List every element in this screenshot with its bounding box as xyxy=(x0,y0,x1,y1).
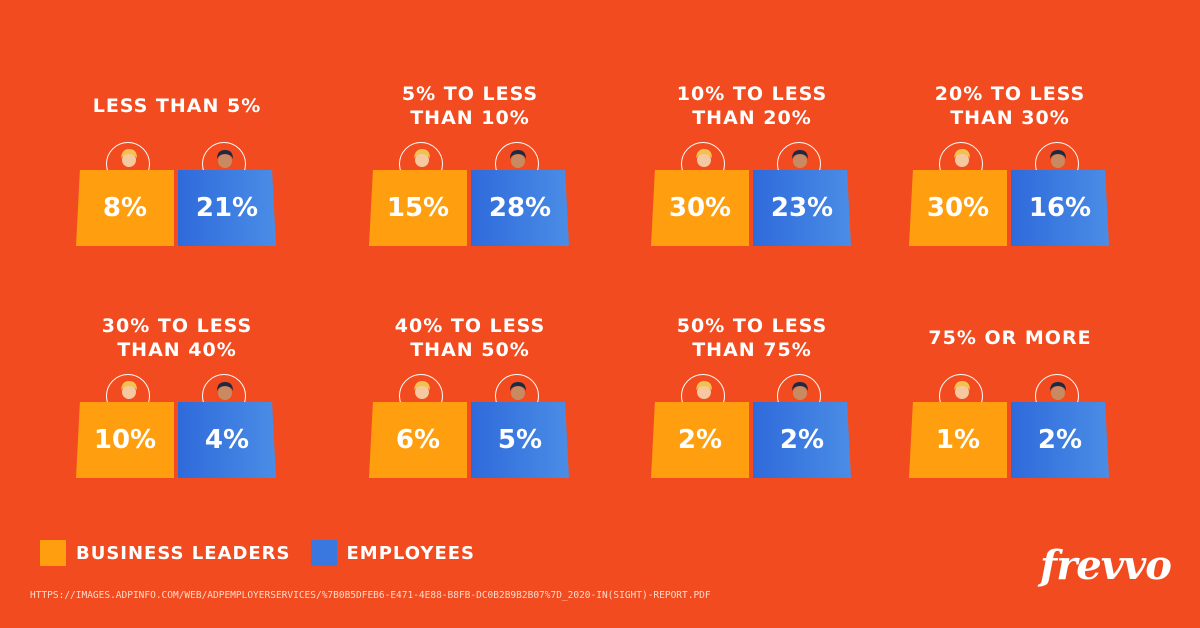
legend: BUSINESS LEADERS EMPLOYEES xyxy=(40,540,495,566)
legend-swatch-business-leaders xyxy=(40,540,66,566)
legend-swatch-employees xyxy=(310,540,337,566)
category-label: 30% TO LESS THAN 40% xyxy=(101,315,253,361)
category-label: 5% TO LESS THAN 10% xyxy=(401,83,539,129)
panel-7: 50% TO LESS THAN 75% 2% 2% xyxy=(627,304,877,514)
business-leaders-value: 8% xyxy=(76,170,174,246)
source-url: https://images.adpinfo.com/web/ADPEmploy… xyxy=(30,590,711,601)
legend-label-employees: EMPLOYEES xyxy=(346,542,475,564)
panel-3: 10% TO LESS THAN 20% 30% 23% xyxy=(627,72,877,282)
category-label: LESS THAN 5% xyxy=(92,95,262,117)
legend-label-business-leaders: BUSINESS LEADERS xyxy=(76,542,291,564)
panel-5: 30% TO LESS THAN 40% 10% 4% xyxy=(52,304,302,514)
category-label: 10% TO LESS THAN 20% xyxy=(676,83,828,129)
employees-value: 16% xyxy=(1011,170,1109,246)
panel-8: 75% OR MORE 1% 2% xyxy=(885,304,1135,514)
panel-1: LESS THAN 5% 8% 21% xyxy=(52,72,302,282)
category-label: 40% TO LESS THAN 50% xyxy=(394,315,546,361)
business-leaders-value: 30% xyxy=(651,170,749,246)
employees-value: 5% xyxy=(471,402,569,478)
business-leaders-value: 1% xyxy=(909,402,1007,478)
category-label: 50% TO LESS THAN 75% xyxy=(676,315,828,361)
business-leaders-value: 15% xyxy=(369,170,467,246)
category-label: 75% OR MORE xyxy=(928,327,1092,349)
employees-value: 4% xyxy=(178,402,276,478)
business-leaders-value: 6% xyxy=(369,402,467,478)
business-leaders-value: 2% xyxy=(651,402,749,478)
panel-2: 5% TO LESS THAN 10% 15% 28% xyxy=(345,72,595,282)
frevvo-logo: frevvo xyxy=(1040,542,1172,589)
employees-value: 2% xyxy=(1011,402,1109,478)
employees-value: 2% xyxy=(753,402,851,478)
employees-value: 21% xyxy=(178,170,276,246)
business-leaders-value: 30% xyxy=(909,170,1007,246)
panel-6: 40% TO LESS THAN 50% 6% 5% xyxy=(345,304,595,514)
category-label: 20% TO LESS THAN 30% xyxy=(934,83,1086,129)
business-leaders-value: 10% xyxy=(76,402,174,478)
panel-4: 20% TO LESS THAN 30% 30% 16% xyxy=(885,72,1135,282)
employees-value: 28% xyxy=(471,170,569,246)
employees-value: 23% xyxy=(753,170,851,246)
